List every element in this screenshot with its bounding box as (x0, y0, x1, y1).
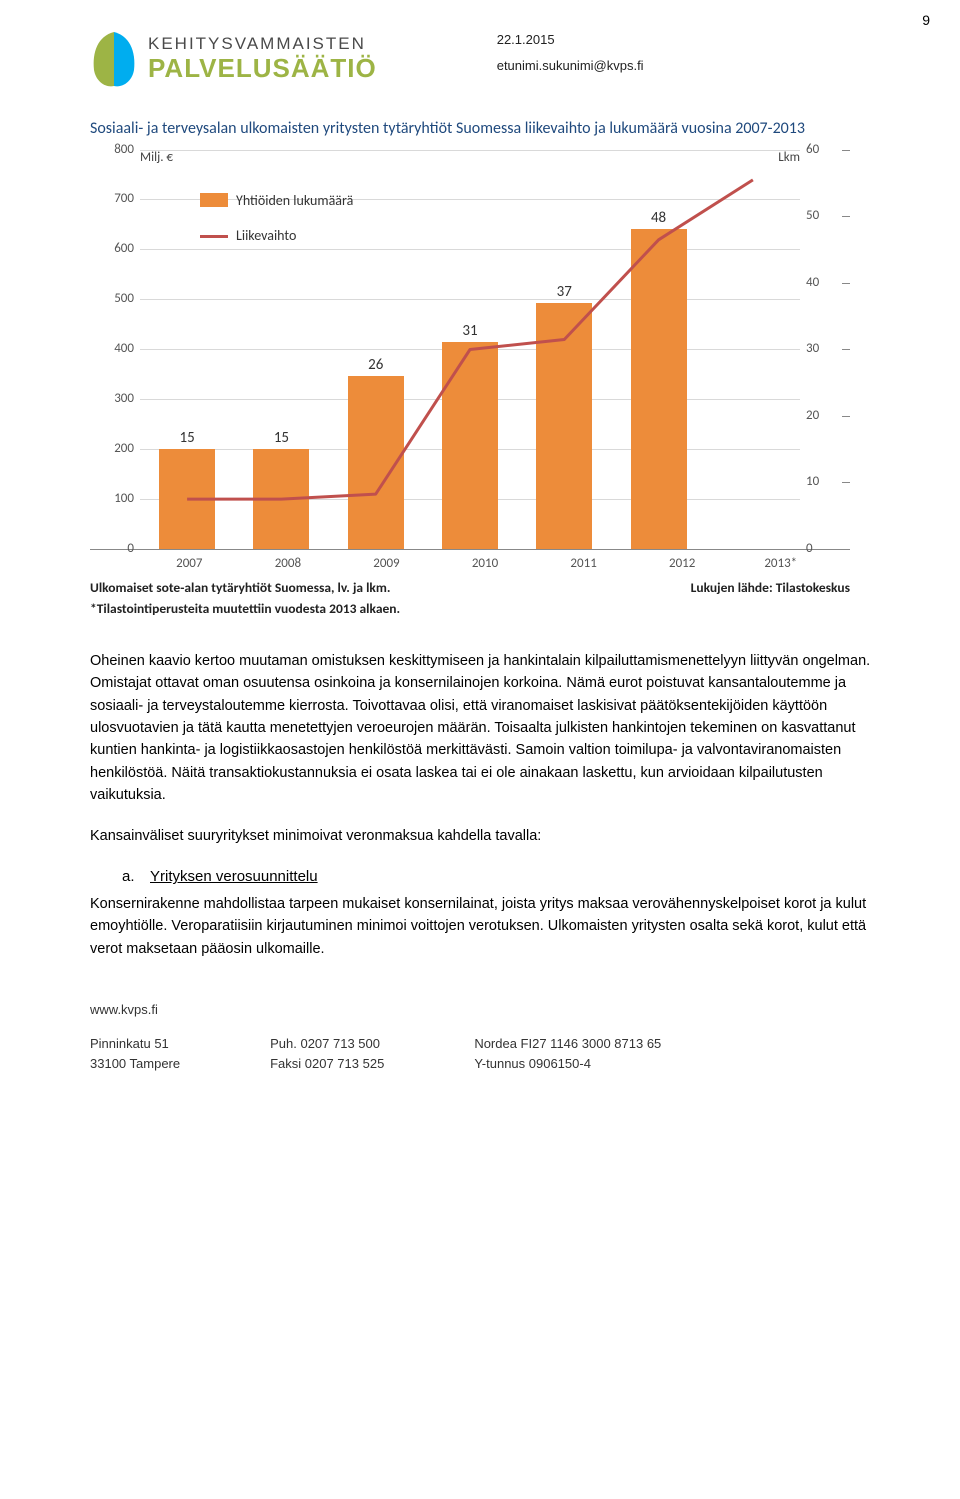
chart-footer: Ulkomaiset sote-alan tytäryhtiöt Suomess… (90, 578, 850, 599)
logo-line1: KEHITYSVAMMAISTEN (148, 35, 377, 54)
header-meta: 22.1.2015 etunimi.sukunimi@kvps.fi (497, 30, 644, 82)
y-left-tick: 600 (94, 239, 134, 259)
footer-col-bank: Nordea FI27 1146 3000 8713 65 Y-tunnus 0… (474, 1034, 661, 1073)
line-swatch-icon (200, 235, 228, 238)
document-header: KEHITYSVAMMAISTEN PALVELUSÄÄTIÖ 22.1.201… (90, 30, 880, 88)
page-footer: www.kvps.fi Pinninkatu 51 33100 Tampere … (90, 1000, 880, 1073)
footer-url: www.kvps.fi (90, 1000, 880, 1020)
logo-line2: PALVELUSÄÄTIÖ (148, 54, 377, 83)
chart-container: Sosiaali- ja terveysalan ulkomaisten yri… (90, 118, 880, 620)
footer-bank: Nordea FI27 1146 3000 8713 65 (474, 1034, 661, 1054)
x-tick: 2007 (140, 550, 239, 574)
y-axis-left: 0100200300400500600700800 (90, 150, 140, 549)
y-right-tick: 20 (806, 406, 846, 426)
item-a-title: Yrityksen verosuunnittelu (150, 868, 318, 885)
x-tick: 2011 (534, 550, 633, 574)
footer-vat: Y-tunnus 0906150-4 (474, 1054, 661, 1074)
footer-fax: Faksi 0207 713 525 (270, 1054, 384, 1074)
legend-line: Liikevaihto (200, 225, 353, 247)
chart-footer-left: Ulkomaiset sote-alan tytäryhtiöt Suomess… (90, 578, 391, 599)
chart-legend: Yhtiöiden lukumäärä Liikevaihto (200, 190, 353, 261)
footer-address-1: Pinninkatu 51 (90, 1034, 180, 1054)
y-right-tick: 10 (806, 472, 846, 492)
x-tick: 2012 (633, 550, 732, 574)
chart-footer-right: Lukujen lähde: Tilastokeskus (691, 578, 850, 599)
y-left-tick: 700 (94, 189, 134, 209)
chart-title: Sosiaali- ja terveysalan ulkomaisten yri… (90, 118, 880, 140)
footer-col-address: Pinninkatu 51 33100 Tampere (90, 1034, 180, 1073)
footer-address-2: 33100 Tampere (90, 1054, 180, 1074)
y-left-tick: 400 (94, 339, 134, 359)
x-tick: 2010 (436, 550, 535, 574)
paragraph-1: Oheinen kaavio kertoo muutaman omistukse… (90, 650, 880, 807)
y-left-tick: 800 (94, 140, 134, 160)
page-number: 9 (922, 10, 930, 32)
y-right-tick: 50 (806, 206, 846, 226)
legend-bar: Yhtiöiden lukumäärä (200, 190, 353, 212)
x-tick: 2008 (239, 550, 338, 574)
y-right-tick: 30 (806, 339, 846, 359)
logo: KEHITYSVAMMAISTEN PALVELUSÄÄTIÖ (90, 30, 377, 88)
y-right-tick: 0 (806, 539, 846, 559)
body-text: Oheinen kaavio kertoo muutaman omistukse… (90, 650, 880, 960)
bar-swatch-icon (200, 193, 228, 207)
y-left-tick: 0 (94, 539, 134, 559)
legend-line-label: Liikevaihto (236, 225, 296, 247)
chart-footnote: *Tilastointiperusteita muutettiin vuodes… (90, 599, 850, 620)
x-axis-labels: 2007200820092010201120122013* (140, 550, 830, 574)
footer-col-phone: Puh. 0207 713 500 Faksi 0207 713 525 (270, 1034, 384, 1073)
paragraph-2: Kansainväliset suuryritykset minimoivat … (90, 825, 880, 847)
item-a-body: Konsernirakenne mahdollistaa tarpeen muk… (90, 893, 880, 960)
x-tick: 2009 (337, 550, 436, 574)
document-email: etunimi.sukunimi@kvps.fi (497, 56, 644, 76)
legend-bar-label: Yhtiöiden lukumäärä (236, 190, 353, 212)
leaf-icon (90, 30, 138, 88)
item-a-letter: a. (122, 865, 150, 888)
y-left-tick: 300 (94, 389, 134, 409)
list-item-a: a.Yrityksen verosuunnittelu Konsernirake… (90, 865, 880, 960)
y-left-tick: 500 (94, 289, 134, 309)
y-left-tick: 200 (94, 439, 134, 459)
document-date: 22.1.2015 (497, 30, 644, 50)
chart-plot: Milj. € Lkm 0100200300400500600700800 01… (90, 150, 850, 550)
y-right-tick: 40 (806, 273, 846, 293)
y-left-tick: 100 (94, 489, 134, 509)
y-right-tick: 60 (806, 140, 846, 160)
footer-phone: Puh. 0207 713 500 (270, 1034, 384, 1054)
